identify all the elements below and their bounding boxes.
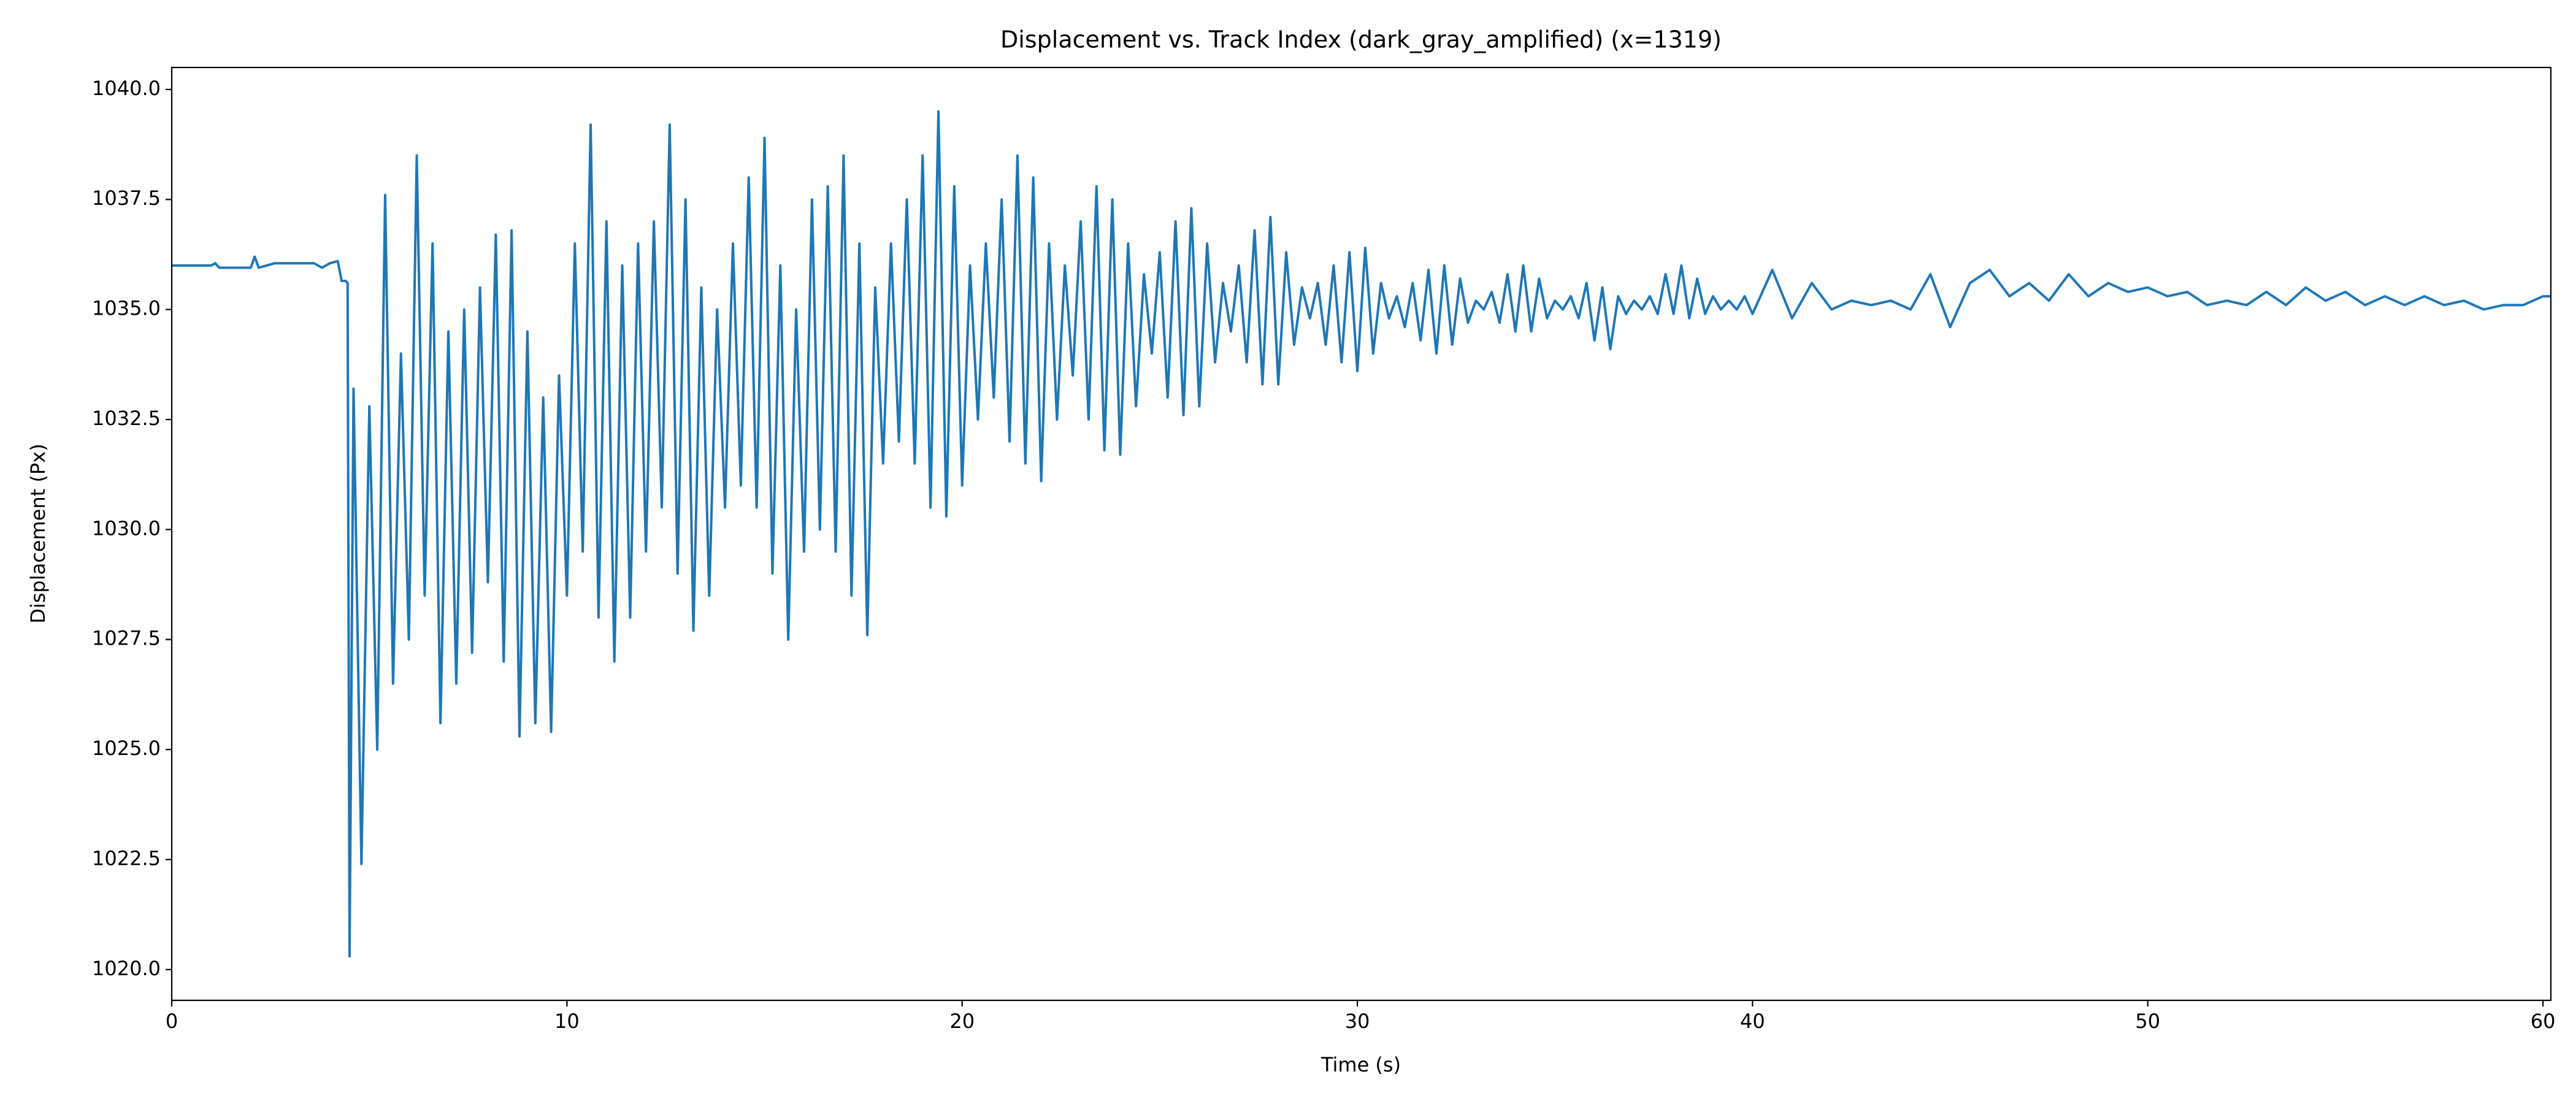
x-tick-label: 30 (1345, 1010, 1370, 1033)
x-tick-label: 50 (2135, 1010, 2160, 1033)
y-tick-label: 1020.0 (92, 957, 161, 980)
y-tick-label: 1037.5 (92, 186, 161, 210)
data-line (172, 110, 2551, 958)
y-tick-label: 1025.0 (92, 737, 161, 760)
y-tick-label: 1030.0 (92, 516, 161, 540)
y-tick-label: 1022.5 (92, 846, 161, 870)
x-tick-label: 20 (949, 1010, 975, 1033)
x-tick-label: 60 (2531, 1010, 2556, 1033)
x-tick-label: 10 (554, 1010, 580, 1033)
y-tick-label: 1027.5 (92, 627, 161, 650)
x-axis-label: Time (s) (1321, 1053, 1401, 1076)
plot-frame (171, 66, 2552, 1002)
y-axis-label: Displacement (Px) (26, 443, 50, 623)
x-tick-label: 0 (166, 1010, 178, 1033)
x-tick-label: 40 (1740, 1010, 1765, 1033)
chart-title: Displacement vs. Track Index (dark_gray_… (1000, 26, 1722, 53)
y-tick-label: 1032.5 (92, 407, 161, 430)
y-tick-label: 1040.0 (92, 77, 161, 100)
y-tick-label: 1035.0 (92, 297, 161, 320)
